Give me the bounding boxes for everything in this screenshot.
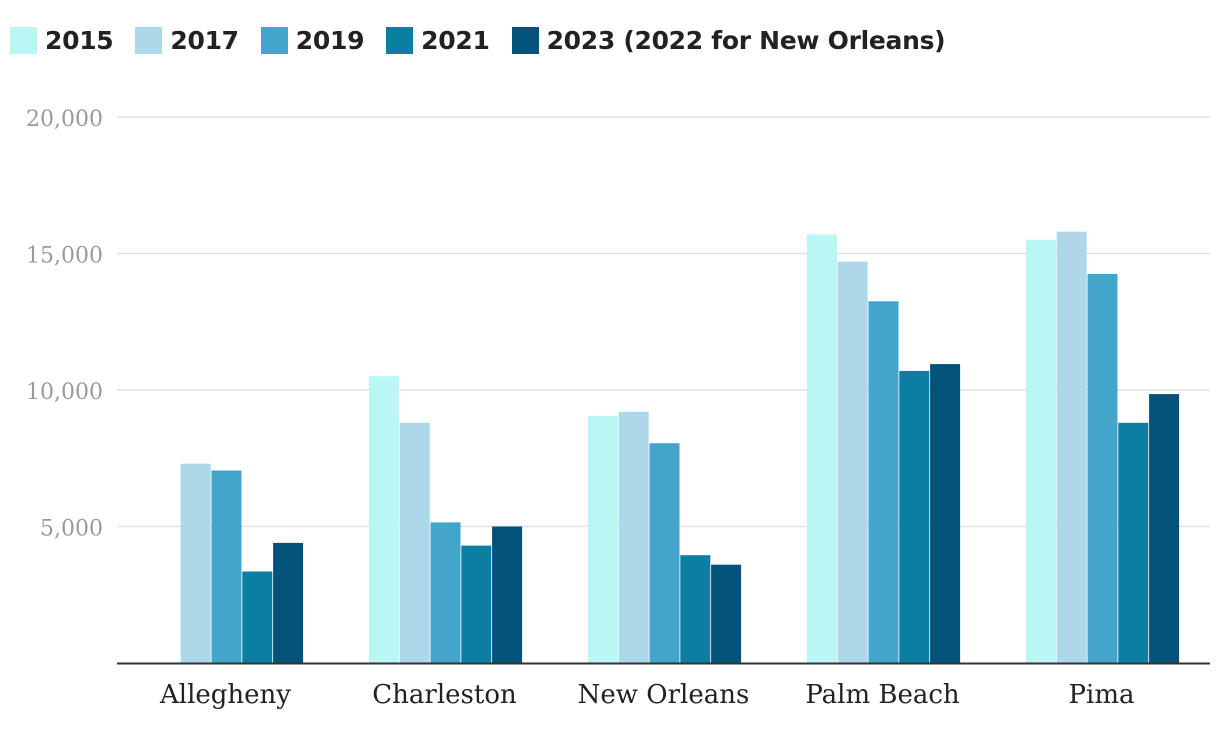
legend-item-2019: 2019 [260,25,365,55]
bar-pima-2017 [1056,231,1087,663]
bar-new-orleans-2019 [649,443,680,663]
bar-charleston-2023 [492,526,523,663]
bar-charleston-2017 [399,422,430,663]
legend-label-2021: 2021 [421,25,490,55]
legend-swatch-2015 [10,26,37,54]
bar-allegheny-2019 [211,470,242,663]
legend: 2015 2017 2019 2021 2023 (2022 for New O… [10,24,946,56]
legend-item-2021: 2021 [386,25,490,55]
legend-label-2015: 2015 [45,25,114,55]
bar-new-orleans-2023 [711,564,742,663]
legend-swatch-2023 [511,26,539,54]
legend-swatch-2021 [386,26,414,54]
legend-item-2015: 2015 [10,25,114,55]
bar-new-orleans-2017 [618,411,649,663]
bar-allegheny-2017 [180,463,211,663]
y-tick-label: 10,000 [26,380,103,405]
y-axis-ticks: 5,000 10,000 15,000 20,000 [26,107,103,542]
bar-new-orleans-2015 [587,415,618,663]
legend-label-2023: 2023 (2022 for New Orleans) [546,25,946,55]
legend-swatch-2019 [260,26,288,54]
x-tick-label-palm-beach: Palm Beach [805,680,960,710]
bar-charleston-2019 [430,522,461,663]
legend-item-2017: 2017 [135,25,239,55]
x-axis-ticks: Allegheny Charleston New Orleans Palm Beach… [159,680,1134,710]
x-tick-label-pima: Pima [1069,680,1135,710]
bar-palm-beach-2015 [806,234,837,663]
legend-swatch-2017 [135,26,163,54]
bars [180,231,1180,664]
bar-pima-2023 [1149,394,1180,663]
x-tick-label-allegheny: Allegheny [159,680,291,710]
x-tick-label-new-orleans: New Orleans [578,680,750,710]
bar-pima-2021 [1118,422,1149,663]
bar-pima-2015 [1025,239,1056,664]
bar-pima-2019 [1087,274,1118,663]
y-tick-label: 15,000 [26,244,103,269]
bar-charleston-2021 [461,545,492,663]
legend-item-2023: 2023 (2022 for New Orleans) [511,25,946,55]
bar-new-orleans-2021 [680,555,711,663]
legend-label-2017: 2017 [170,25,239,55]
x-tick-label-charleston: Charleston [372,680,517,710]
y-tick-label: 5,000 [40,517,103,542]
bar-palm-beach-2019 [868,301,899,663]
bar-allegheny-2021 [242,571,273,663]
bar-allegheny-2023 [273,542,304,663]
bar-palm-beach-2021 [899,370,930,663]
bar-palm-beach-2017 [837,261,868,663]
legend-label-2019: 2019 [295,25,365,55]
bar-palm-beach-2023 [930,364,961,663]
y-tick-label: 20,000 [26,107,103,132]
bar-charleston-2015 [368,376,399,663]
